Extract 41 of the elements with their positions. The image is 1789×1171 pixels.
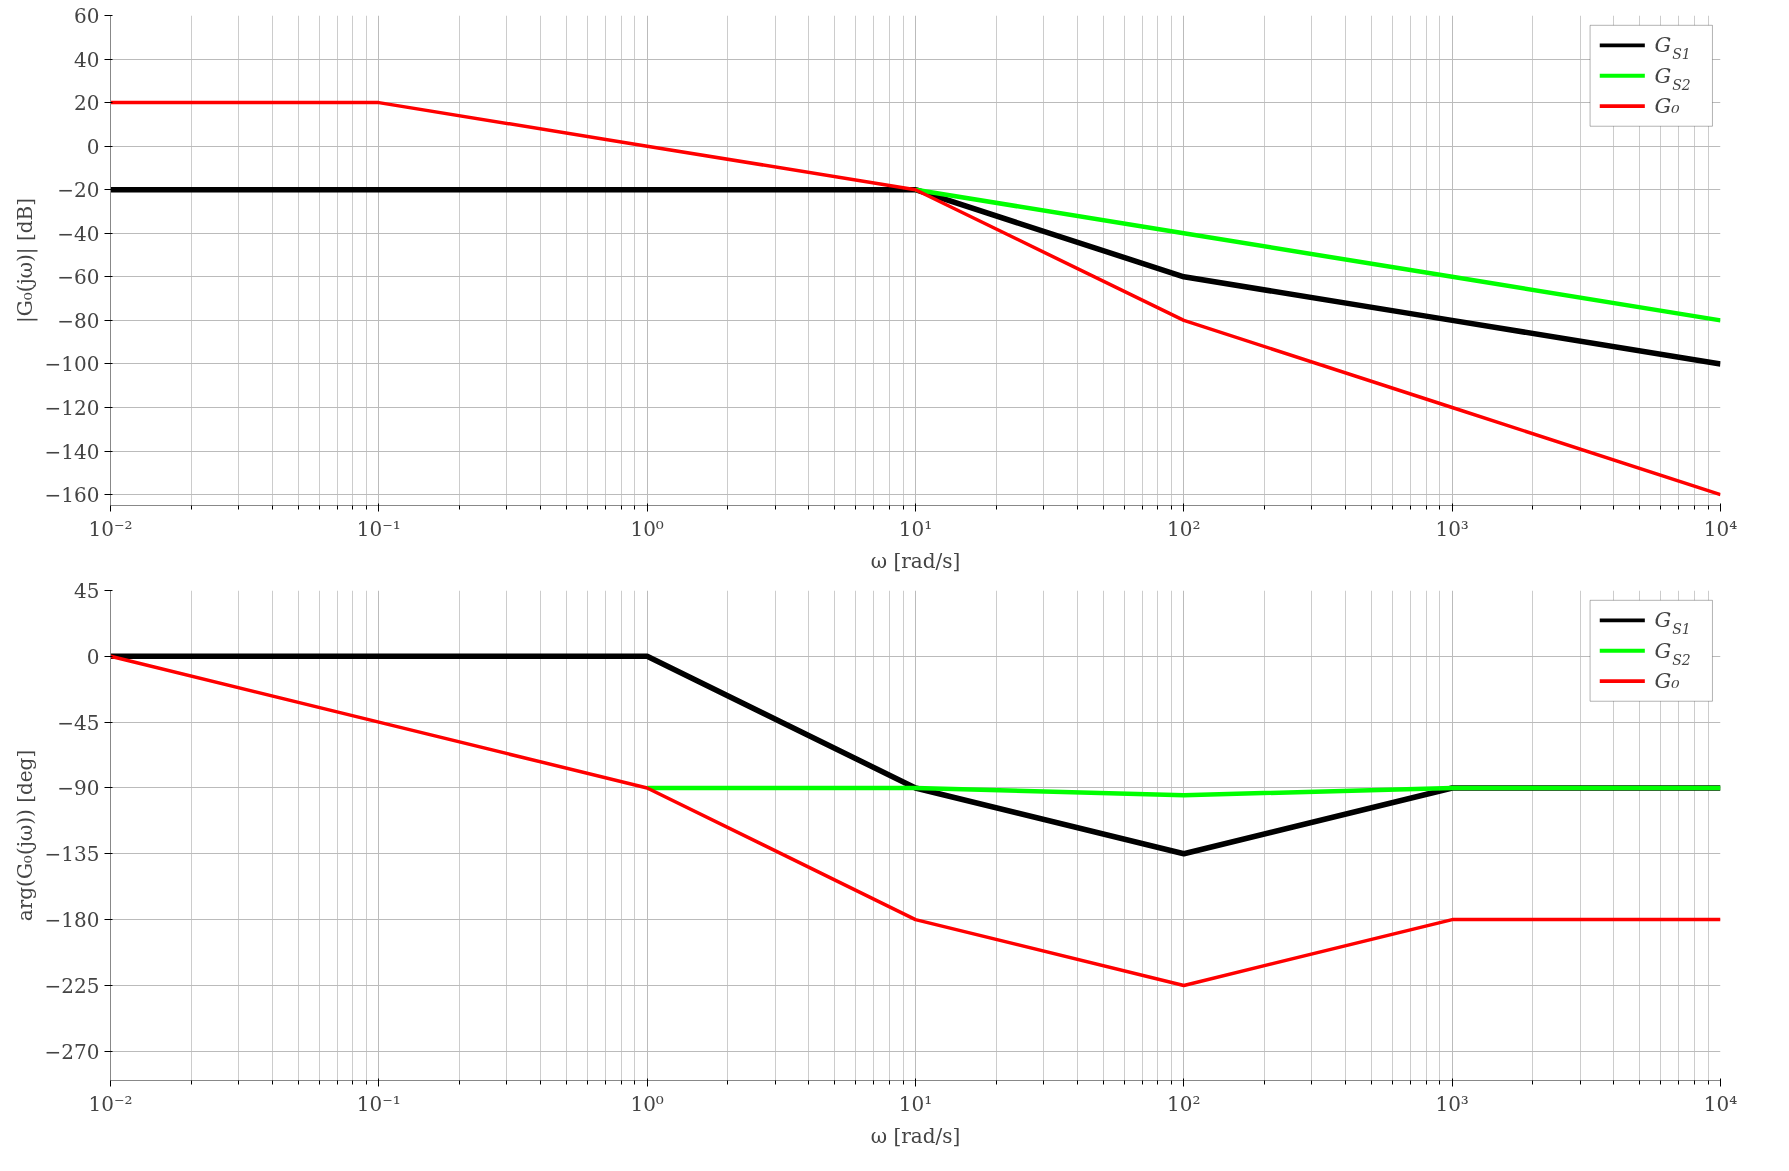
y-tick-label: −225 [44,973,100,998]
y-axis-title: |G₀(jω)| [dB] [12,197,38,324]
x-tick-label: 10² [1167,516,1201,541]
x-tick-label: 10⁻¹ [356,1091,401,1116]
y-tick-label: −160 [44,483,100,508]
y-tick-label: 60 [74,4,100,28]
x-tick-label: 10⁴ [1703,1091,1738,1116]
x-tick-label: 10⁻¹ [356,516,401,541]
legend-label: G₀ [1654,94,1681,119]
y-tick-label: −90 [57,776,100,801]
y-tick-label: −40 [57,221,100,246]
x-tick-label: 10⁴ [1703,516,1738,541]
y-tick-label: −60 [57,265,100,290]
x-tick-label: 10⁰ [630,1091,664,1116]
y-tick-label: 0 [86,644,100,669]
y-tick-label: −100 [44,352,100,377]
y-tick-label: 40 [74,47,100,72]
y-tick-label: 45 [74,579,100,603]
y-tick-label: −180 [44,908,100,933]
x-tick-label: 10¹ [898,1091,933,1116]
x-tick-label: 10² [1167,1091,1201,1116]
x-tick-label: 10⁻² [88,1091,133,1116]
line-series [110,100,1721,497]
y-tick-label: 20 [74,91,100,116]
y-axis-title: arg(G₀(jω)) [deg] [12,749,37,922]
x-axis-title: ω [rad/s] [870,548,961,573]
y-tick-label: −20 [57,178,100,203]
x-tick-label: 10³ [1435,516,1469,541]
y-tick-label: −80 [57,308,100,333]
x-tick-label: 10⁰ [630,516,664,541]
x-tick-label: 10¹ [898,516,933,541]
y-tick-label: −120 [44,396,100,420]
y-tick-label: −140 [44,439,100,464]
y-tick-label: −45 [57,710,100,735]
y-tick-label: −135 [44,842,100,867]
x-axis-title: ω [rad/s] [870,1123,961,1148]
legend-label: G₀ [1654,669,1681,694]
y-tick-label: −270 [44,1039,100,1064]
x-tick-label: 10⁻² [88,516,133,541]
y-tick-label: 0 [86,134,100,159]
x-tick-label: 10³ [1435,1091,1469,1116]
